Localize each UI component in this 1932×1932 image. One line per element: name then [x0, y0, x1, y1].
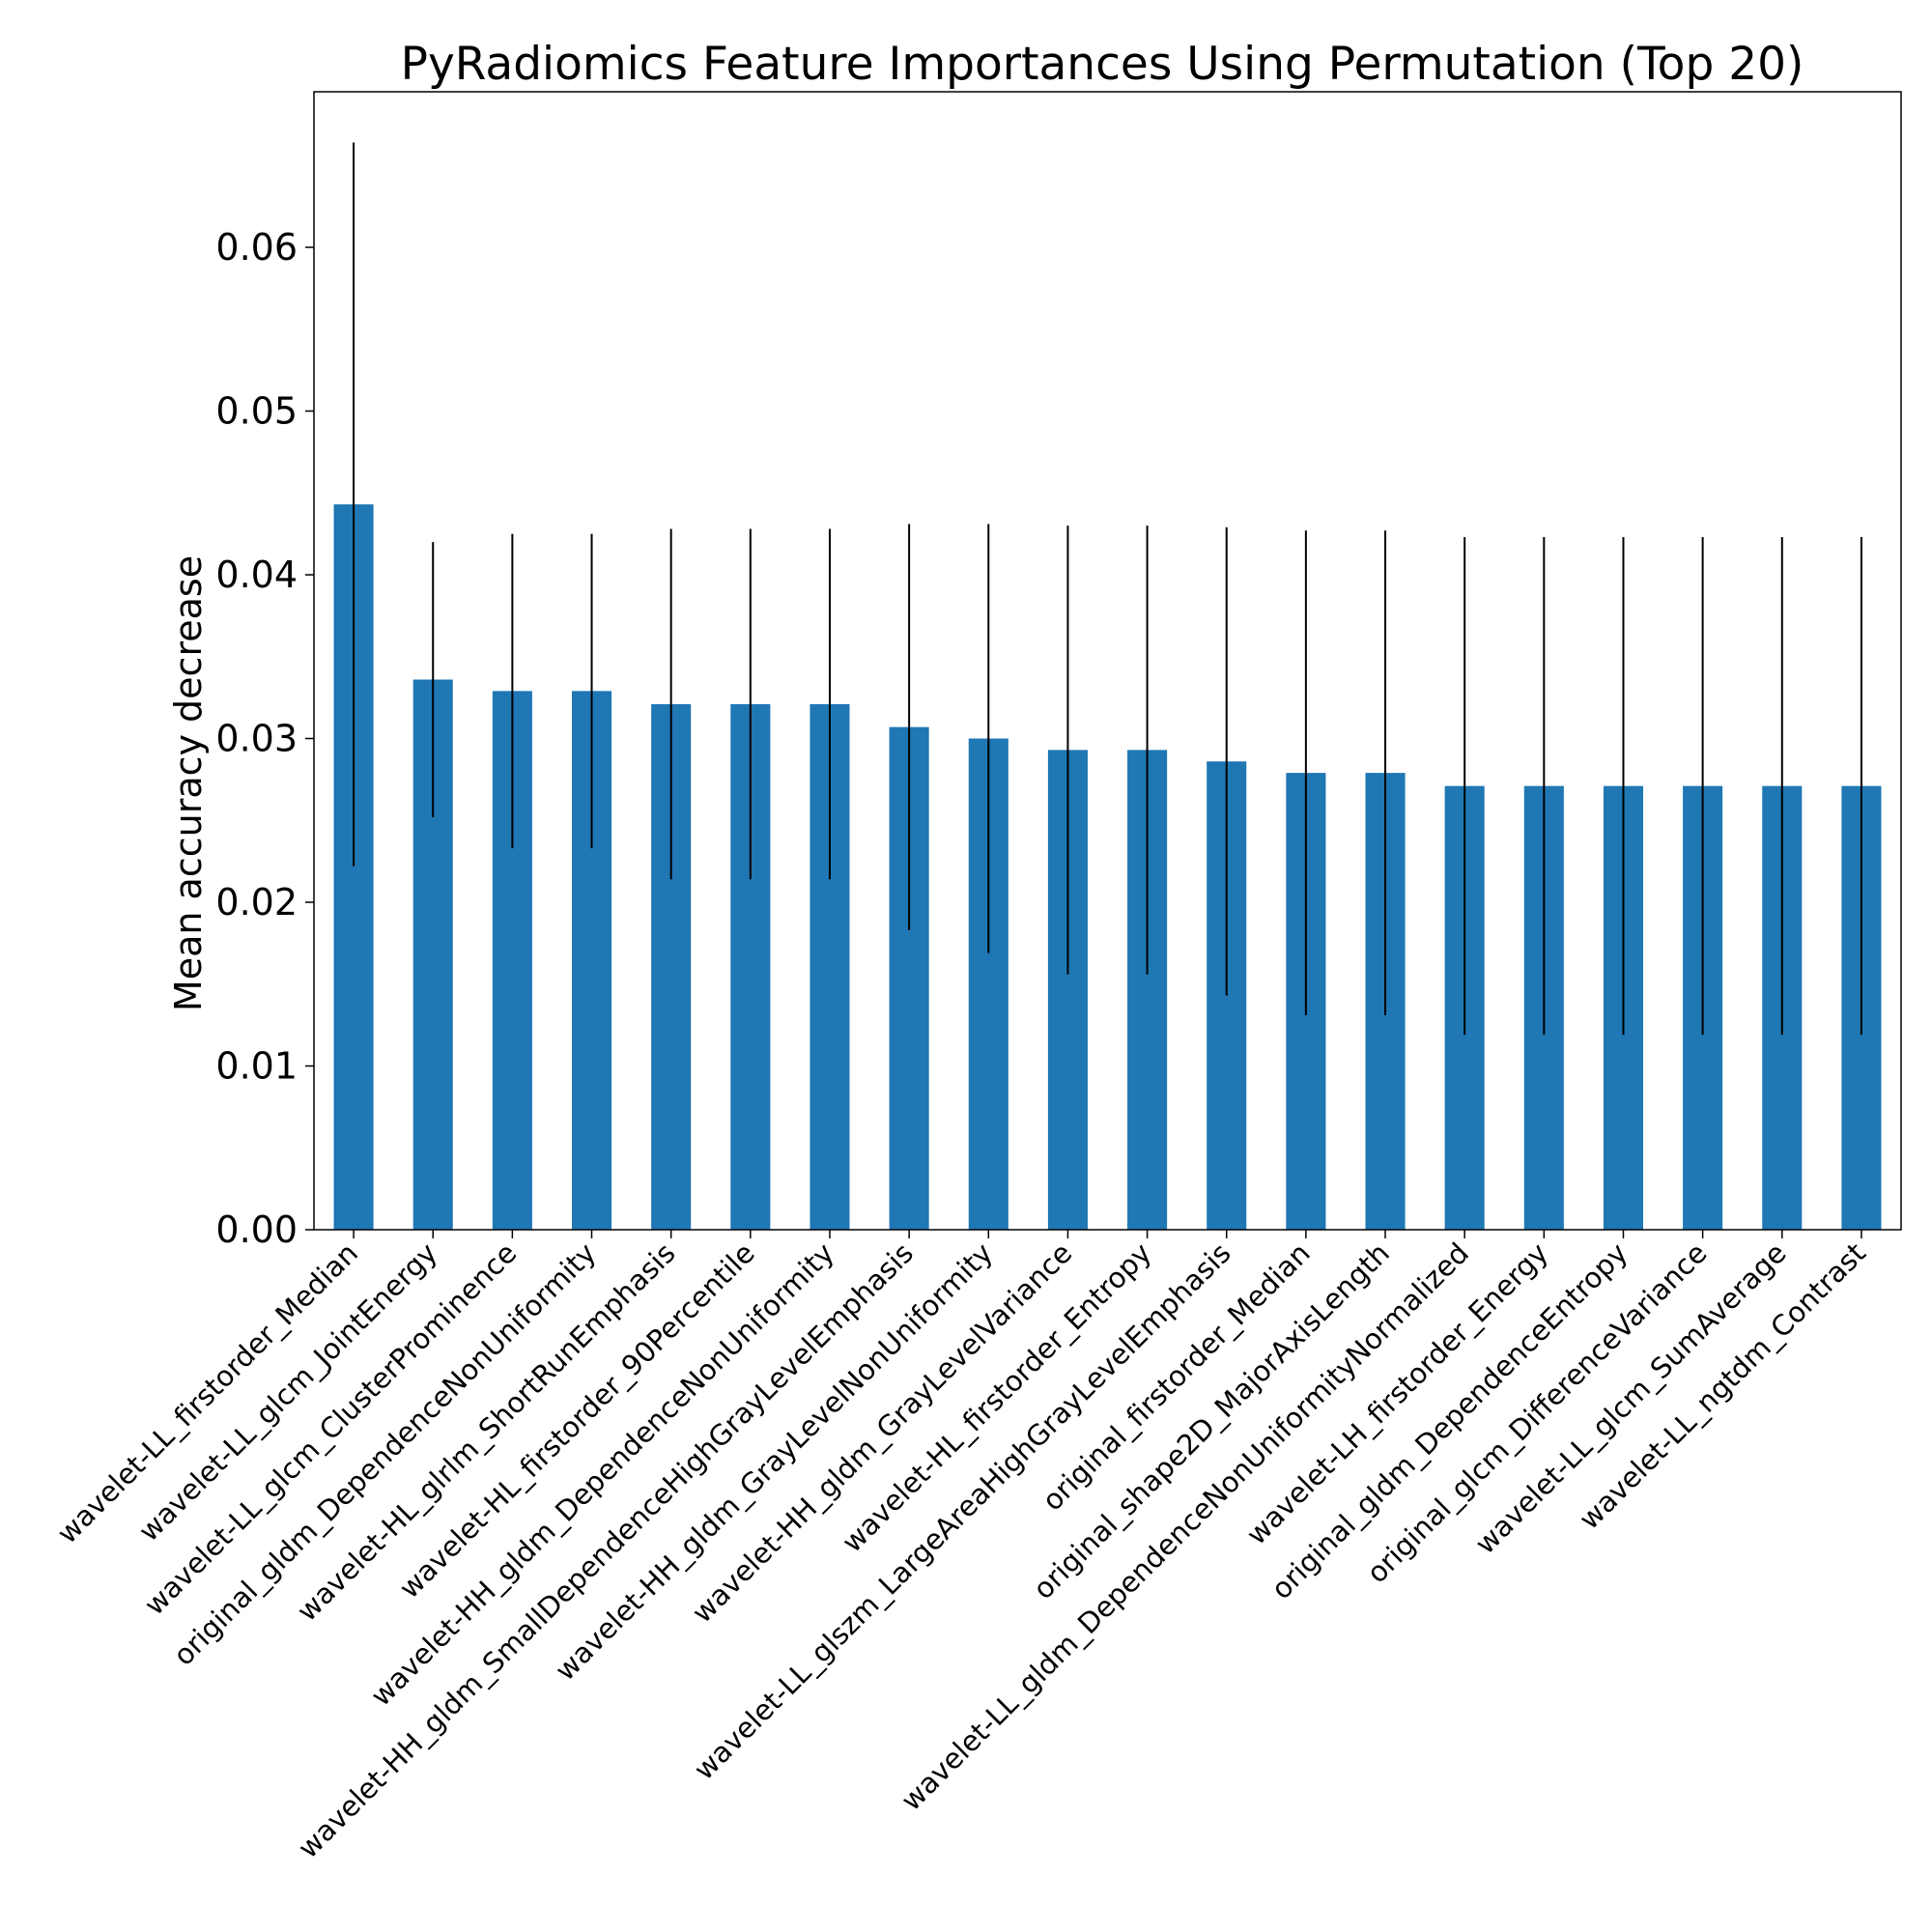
y-tick-label-5: 0.04	[215, 554, 298, 596]
y-tick-label-2: 0.01	[215, 1045, 298, 1088]
y-tick-label-7: 0.06	[215, 226, 298, 269]
plot-area: 0.000.010.020.030.040.050.06wavelet-LL_f…	[50, 91, 1902, 1864]
y-axis-label: Mean accuracy decrease	[167, 555, 210, 1011]
axes-frame	[313, 91, 1902, 1231]
y-tick-label-1: 0.00	[215, 1208, 298, 1251]
y-tick-label-3: 0.02	[215, 881, 298, 923]
x-tick-label-20: wavelet-LL_ngtdm_Contrast	[1573, 1236, 1872, 1536]
chart-title: PyRadiomics Feature Importances Using Pe…	[401, 38, 1804, 91]
y-tick-label-4: 0.03	[215, 718, 298, 760]
y-tick-label-6: 0.05	[215, 390, 298, 433]
